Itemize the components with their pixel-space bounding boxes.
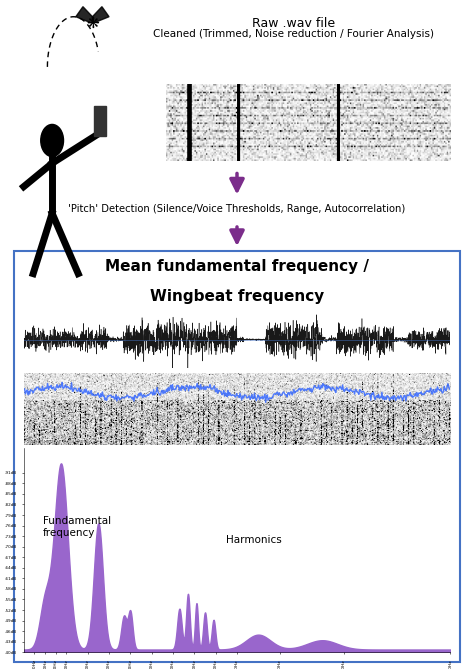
- FancyBboxPatch shape: [14, 251, 460, 662]
- Text: Frequency Analysis: Frequency Analysis: [28, 439, 89, 444]
- Circle shape: [41, 124, 64, 157]
- Text: Fundamental
frequency: Fundamental frequency: [43, 516, 111, 538]
- Text: 'Pitch' Detection (Silence/Voice Thresholds, Range, Autocorrelation): 'Pitch' Detection (Silence/Voice Thresho…: [68, 204, 406, 214]
- Polygon shape: [92, 7, 109, 23]
- Polygon shape: [76, 7, 92, 23]
- Bar: [94, 106, 106, 136]
- Text: ❋: ❋: [86, 16, 99, 31]
- Text: Raw .wav file: Raw .wav file: [252, 17, 336, 29]
- Text: Harmonics: Harmonics: [226, 535, 282, 545]
- Text: Cleaned (Trimmed, Noise reduction / Fourier Analysis): Cleaned (Trimmed, Noise reduction / Four…: [154, 29, 434, 39]
- Text: Mean fundamental frequency /: Mean fundamental frequency /: [105, 259, 369, 274]
- Text: Wingbeat frequency: Wingbeat frequency: [150, 289, 324, 304]
